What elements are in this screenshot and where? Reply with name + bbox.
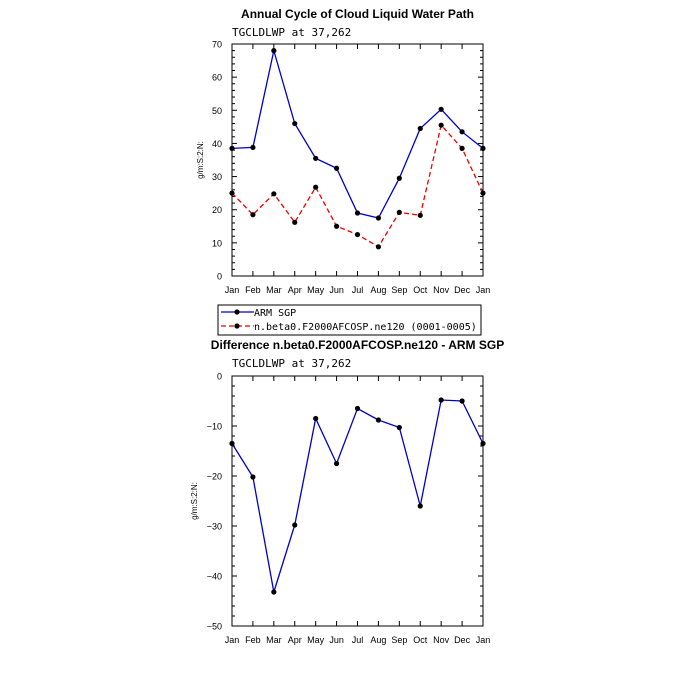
x-tick-label: Apr [288, 635, 302, 645]
data-point [250, 212, 256, 218]
plot-frame [231, 375, 484, 627]
data-point [375, 417, 382, 423]
x-tick-label: Oct [413, 285, 428, 295]
y-tick-label: 50 [212, 106, 222, 116]
x-tick-label: Jun [329, 635, 344, 645]
chart-panel-1: Annual Cycle of Cloud Liquid Water Path T… [196, 7, 491, 336]
y-tick-label: 0 [217, 372, 222, 382]
data-point [292, 120, 298, 127]
data-point [417, 125, 423, 132]
x-tick-label: Dec [454, 285, 471, 295]
series-line-2 [231, 123, 484, 248]
data-point [250, 144, 256, 151]
chart-subtitle: TGCLDLWP at 37,262 [232, 357, 351, 370]
y-tick-label: −40 [207, 572, 222, 582]
data-point [229, 190, 235, 196]
y-tick-label: 20 [212, 205, 222, 215]
y-tick-label: 0 [217, 272, 222, 282]
x-tick-label: Jul [352, 635, 364, 645]
x-tick-label: Nov [433, 285, 450, 295]
x-tick-label: Feb [245, 635, 261, 645]
y-tick-label: −30 [207, 522, 222, 532]
data-point [229, 440, 235, 447]
data-point [333, 460, 340, 467]
y-tick-label: −10 [207, 422, 222, 432]
chart-panel-2: Difference n.beta0.F2000AFCOSP.ne120 - A… [190, 338, 504, 645]
data-point [396, 209, 402, 215]
data-point [250, 474, 256, 480]
data-point [480, 190, 486, 196]
legend-label: n.beta0.F2000AFCOSP.ne120 (0001-0005) [254, 322, 477, 333]
x-tick-label: Jun [329, 285, 344, 295]
y-tick-label: −50 [207, 622, 222, 632]
legend: ARM SGP n.beta0.F2000AFCOSP.ne120 (0001-0… [217, 304, 482, 336]
data-point [417, 212, 423, 218]
data-point [417, 503, 423, 509]
x-tick-label: Jan [225, 285, 240, 295]
legend-marker [234, 323, 240, 329]
y-tick-label: 10 [212, 238, 222, 248]
series-line-1 [231, 399, 484, 593]
data-point [438, 397, 444, 403]
x-tick-label: May [307, 285, 325, 295]
data-point [333, 223, 340, 229]
data-point [375, 244, 382, 250]
data-point [313, 155, 319, 161]
y-tick-label: 40 [212, 139, 222, 149]
legend-label: ARM SGP [254, 308, 296, 319]
x-tick-label: Apr [288, 285, 302, 295]
y-tick-label: 30 [212, 172, 222, 182]
data-point [354, 210, 361, 216]
y-axis-label: g/m:S:2:N: [190, 482, 199, 520]
x-tick-label: Dec [454, 635, 471, 645]
series-line-1 [231, 50, 484, 219]
x-tick-label: Aug [370, 635, 386, 645]
legend-box [217, 304, 482, 336]
x-tick-label: Nov [433, 635, 450, 645]
data-point [480, 145, 486, 151]
x-tick-label: Jan [476, 285, 491, 295]
x-tick-label: Feb [245, 285, 261, 295]
y-tick-label: 60 [212, 73, 222, 83]
x-tick-label: Mar [266, 635, 282, 645]
x-tick-label: Oct [413, 635, 428, 645]
legend-marker [234, 309, 240, 315]
data-point [292, 522, 298, 528]
data-point [271, 191, 277, 197]
y-axis-label: g/m:S:2:N: [196, 141, 205, 179]
data-point [313, 415, 319, 422]
data-point [480, 440, 486, 447]
data-point [438, 122, 444, 128]
y-tick-label: 70 [212, 40, 222, 50]
chart-title: Difference n.beta0.F2000AFCOSP.ne120 - A… [211, 338, 504, 352]
x-tick-label: Jul [352, 285, 364, 295]
x-tick-label: Jan [476, 635, 491, 645]
chart-title: Annual Cycle of Cloud Liquid Water Path [241, 7, 474, 21]
data-point [354, 231, 361, 238]
chart-subtitle: TGCLDLWP at 37,262 [232, 26, 351, 39]
x-tick-label: Sep [391, 285, 407, 295]
data-point [271, 589, 277, 595]
x-tick-label: Sep [391, 635, 407, 645]
data-point [292, 219, 298, 225]
data-point [459, 129, 465, 135]
data-point [459, 398, 465, 404]
x-tick-label: Jan [225, 635, 240, 645]
data-point [438, 106, 444, 112]
y-tick-label: −20 [207, 472, 222, 482]
data-point [313, 184, 319, 190]
data-point [396, 175, 402, 181]
data-point [396, 424, 402, 431]
data-point [459, 145, 465, 151]
data-point [333, 165, 340, 171]
x-tick-label: Mar [266, 285, 282, 295]
data-point [271, 48, 277, 54]
x-tick-label: May [307, 635, 325, 645]
data-point [354, 405, 361, 412]
plot-frame [231, 43, 484, 277]
data-point [229, 145, 235, 151]
x-tick-label: Aug [370, 285, 386, 295]
data-point [375, 215, 382, 221]
